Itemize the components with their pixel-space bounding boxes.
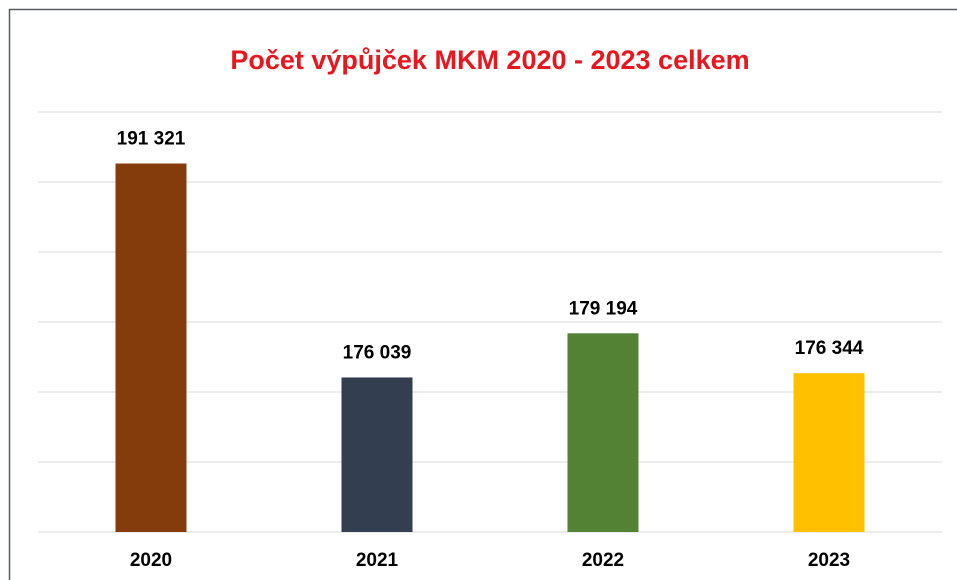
data-label: 179 194 xyxy=(569,298,638,319)
data-label: 176 039 xyxy=(343,342,412,363)
bar xyxy=(793,373,865,532)
x-tick-label: 2023 xyxy=(808,550,850,571)
x-tick-label: 2021 xyxy=(356,550,399,571)
data-label: 176 344 xyxy=(795,338,864,359)
bar xyxy=(567,333,639,532)
x-tick-label: 2022 xyxy=(582,550,624,571)
data-label: 191 321 xyxy=(117,129,186,150)
bar xyxy=(341,377,413,532)
chart-title: Počet výpůjček MKM 2020 - 2023 celkem xyxy=(230,45,749,75)
x-tick-label: 2020 xyxy=(130,550,172,571)
bar xyxy=(115,163,187,533)
